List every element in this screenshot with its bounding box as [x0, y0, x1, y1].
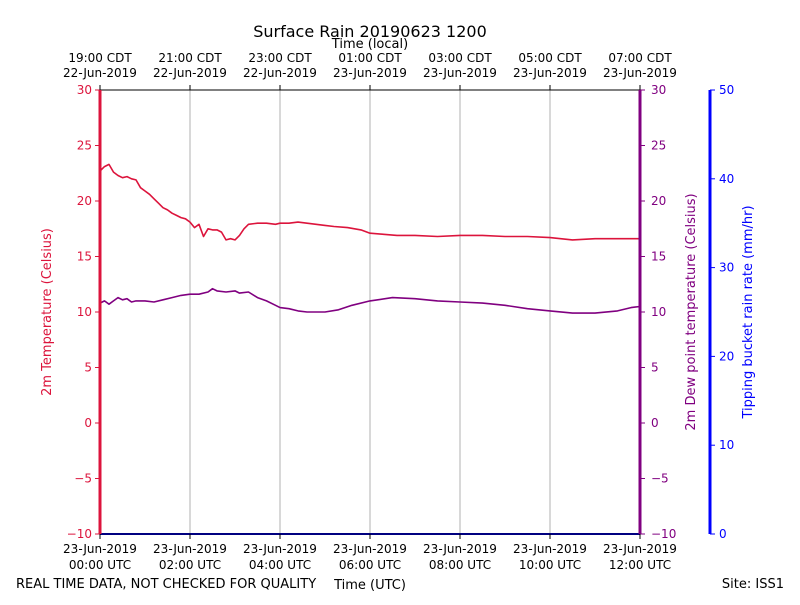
- x-bottom-tick-date: 23-Jun-2019: [513, 542, 587, 556]
- y-right-axis-label: 2m Dew point temperature (Celsius): [684, 193, 699, 430]
- y-left-tick-label: 25: [77, 139, 92, 153]
- x-top-tick-date: 22-Jun-2019: [153, 66, 227, 80]
- x-bottom-tick-date: 23-Jun-2019: [63, 542, 137, 556]
- y-right-tick-label: 5: [651, 361, 659, 375]
- y-left-tick-label: 15: [77, 250, 92, 264]
- y-rain-axis-label: Tipping bucket rain rate (mm/hr): [741, 205, 756, 419]
- top-axis-label: Time (local): [331, 37, 408, 52]
- y-left-tick-label: 10: [77, 305, 92, 319]
- x-bottom-tick-time: 04:00 UTC: [249, 558, 311, 572]
- y-left-axis-label: 2m Temperature (Celsius): [40, 228, 55, 396]
- x-top-tick-time: 03:00 CDT: [428, 51, 492, 65]
- y-left-tick-label: 0: [84, 416, 92, 430]
- x-top-tick-time: 23:00 CDT: [248, 51, 312, 65]
- y-right-tick-label: 15: [651, 250, 666, 264]
- series-line-temperature: [99, 163, 640, 241]
- x-top-tick-time: 05:00 CDT: [518, 51, 582, 65]
- x-bottom-tick-time: 10:00 UTC: [519, 558, 581, 572]
- x-top-tick-date: 23-Jun-2019: [423, 66, 497, 80]
- y-rain-tick-label: 50: [719, 83, 734, 97]
- y-rain-tick-label: 30: [719, 261, 734, 275]
- x-bottom-tick-date: 23-Jun-2019: [423, 542, 497, 556]
- footer-site-label: Site: ISS1: [722, 577, 784, 592]
- x-top-tick-date: 22-Jun-2019: [243, 66, 317, 80]
- x-top-tick-date: 22-Jun-2019: [63, 66, 137, 80]
- y-left-tick-label: −10: [67, 527, 92, 541]
- x-bottom-tick-time: 06:00 UTC: [339, 558, 401, 572]
- y-right-tick-label: −10: [651, 527, 676, 541]
- series-layer: [99, 163, 641, 314]
- y-right-tick-label: −5: [651, 472, 669, 486]
- x-bottom-tick-date: 23-Jun-2019: [153, 542, 227, 556]
- chart-title: Surface Rain 20190623 1200: [253, 22, 487, 41]
- axis-ticks: −10 −5 0 5 10 15 20 25 30 −10 −5 0 5 10 15 20 25 30 0 10 20 3…: [63, 51, 734, 572]
- plot-frame: [98, 89, 712, 535]
- x-bottom-tick-date: 23-Jun-2019: [243, 542, 317, 556]
- x-bottom-tick-time: 00:00 UTC: [69, 558, 131, 572]
- y-right-tick-label: 30: [651, 83, 666, 97]
- y-right-tick-label: 0: [651, 416, 659, 430]
- x-bottom-tick-date: 23-Jun-2019: [603, 542, 677, 556]
- y-rain-tick-label: 20: [719, 349, 734, 363]
- y-rain-tick-label: 10: [719, 438, 734, 452]
- x-bottom-tick-date: 23-Jun-2019: [333, 542, 407, 556]
- x-bottom-tick-time: 12:00 UTC: [609, 558, 671, 572]
- x-top-tick-time: 21:00 CDT: [158, 51, 222, 65]
- x-axis-label: Time (UTC): [333, 578, 406, 593]
- series-line-dewpoint: [99, 287, 641, 314]
- x-bottom-tick-time: 02:00 UTC: [159, 558, 221, 572]
- y-right-tick-label: 25: [651, 139, 666, 153]
- x-top-tick-date: 23-Jun-2019: [603, 66, 677, 80]
- y-right-tick-label: 10: [651, 305, 666, 319]
- y-rain-tick-label: 0: [719, 527, 727, 541]
- gridlines: [189, 90, 551, 534]
- y-rain-tick-label: 40: [719, 172, 734, 186]
- y-left-tick-label: 30: [77, 83, 92, 97]
- x-top-tick-time: 19:00 CDT: [68, 51, 132, 65]
- y-left-tick-label: 20: [77, 194, 92, 208]
- x-top-tick-time: 07:00 CDT: [608, 51, 672, 65]
- x-bottom-tick-time: 08:00 UTC: [429, 558, 491, 572]
- y-left-tick-label: −5: [74, 472, 92, 486]
- footer-quality-note: REAL TIME DATA, NOT CHECKED FOR QUALITY: [16, 577, 316, 592]
- x-top-tick-date: 23-Jun-2019: [333, 66, 407, 80]
- x-top-tick-time: 01:00 CDT: [338, 51, 402, 65]
- x-top-tick-date: 23-Jun-2019: [513, 66, 587, 80]
- y-left-tick-label: 5: [84, 361, 92, 375]
- y-right-tick-label: 20: [651, 194, 666, 208]
